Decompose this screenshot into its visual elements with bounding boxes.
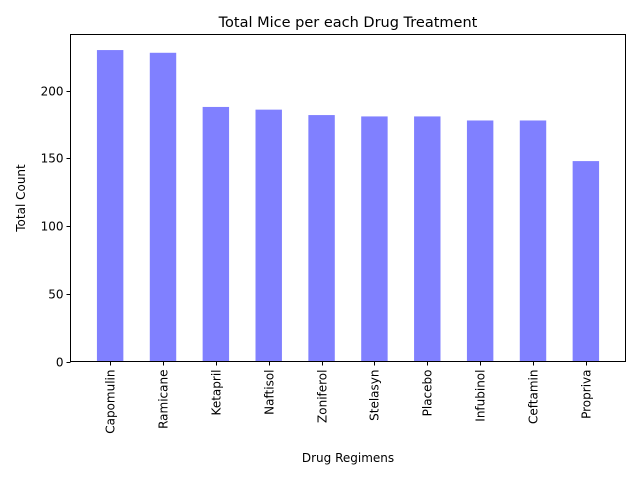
bar-capomulin: [96, 50, 124, 362]
y-axis-label: Total Count: [14, 164, 28, 233]
bar-ramicane: [149, 52, 177, 362]
plot-frame: [70, 34, 626, 362]
y-axis: 0 50 100 150 200: [41, 85, 71, 370]
x-axis-label: Drug Regimens: [302, 451, 394, 465]
x-tick-label: Ramicane: [157, 370, 171, 429]
x-tick-label: Ceftamin: [527, 370, 541, 424]
x-tick-label: Propriva: [580, 370, 594, 419]
y-tick-label: 50: [48, 288, 63, 302]
bar-zoniferol: [308, 115, 335, 362]
x-tick-label: Zoniferol: [316, 370, 330, 423]
bars-group: [96, 50, 600, 362]
x-tick-label: Capomulin: [104, 370, 118, 434]
bar-propriva: [572, 161, 600, 362]
x-axis: Capomulin Ramicane Ketapril Naftisol Zonifer…: [104, 361, 594, 434]
bar-placebo: [414, 116, 441, 362]
bar-stelasyn: [361, 116, 388, 362]
y-tick-label: 100: [41, 220, 64, 234]
bar-infubinol: [466, 120, 494, 362]
bar-naftisol: [255, 109, 282, 362]
x-tick-label: Infubinol: [474, 370, 488, 422]
x-tick-label: Placebo: [421, 370, 435, 417]
chart-title: Total Mice per each Drug Treatment: [218, 15, 478, 31]
x-tick-label: Naftisol: [263, 370, 277, 415]
bar-ceftamin: [519, 120, 547, 362]
bar-ketapril: [202, 106, 230, 362]
y-tick-label: 150: [41, 152, 64, 166]
x-tick-label: Stelasyn: [368, 370, 382, 421]
x-tick-label: Ketapril: [210, 370, 224, 416]
y-tick-label: 200: [41, 85, 64, 99]
y-tick-label: 0: [56, 356, 64, 370]
